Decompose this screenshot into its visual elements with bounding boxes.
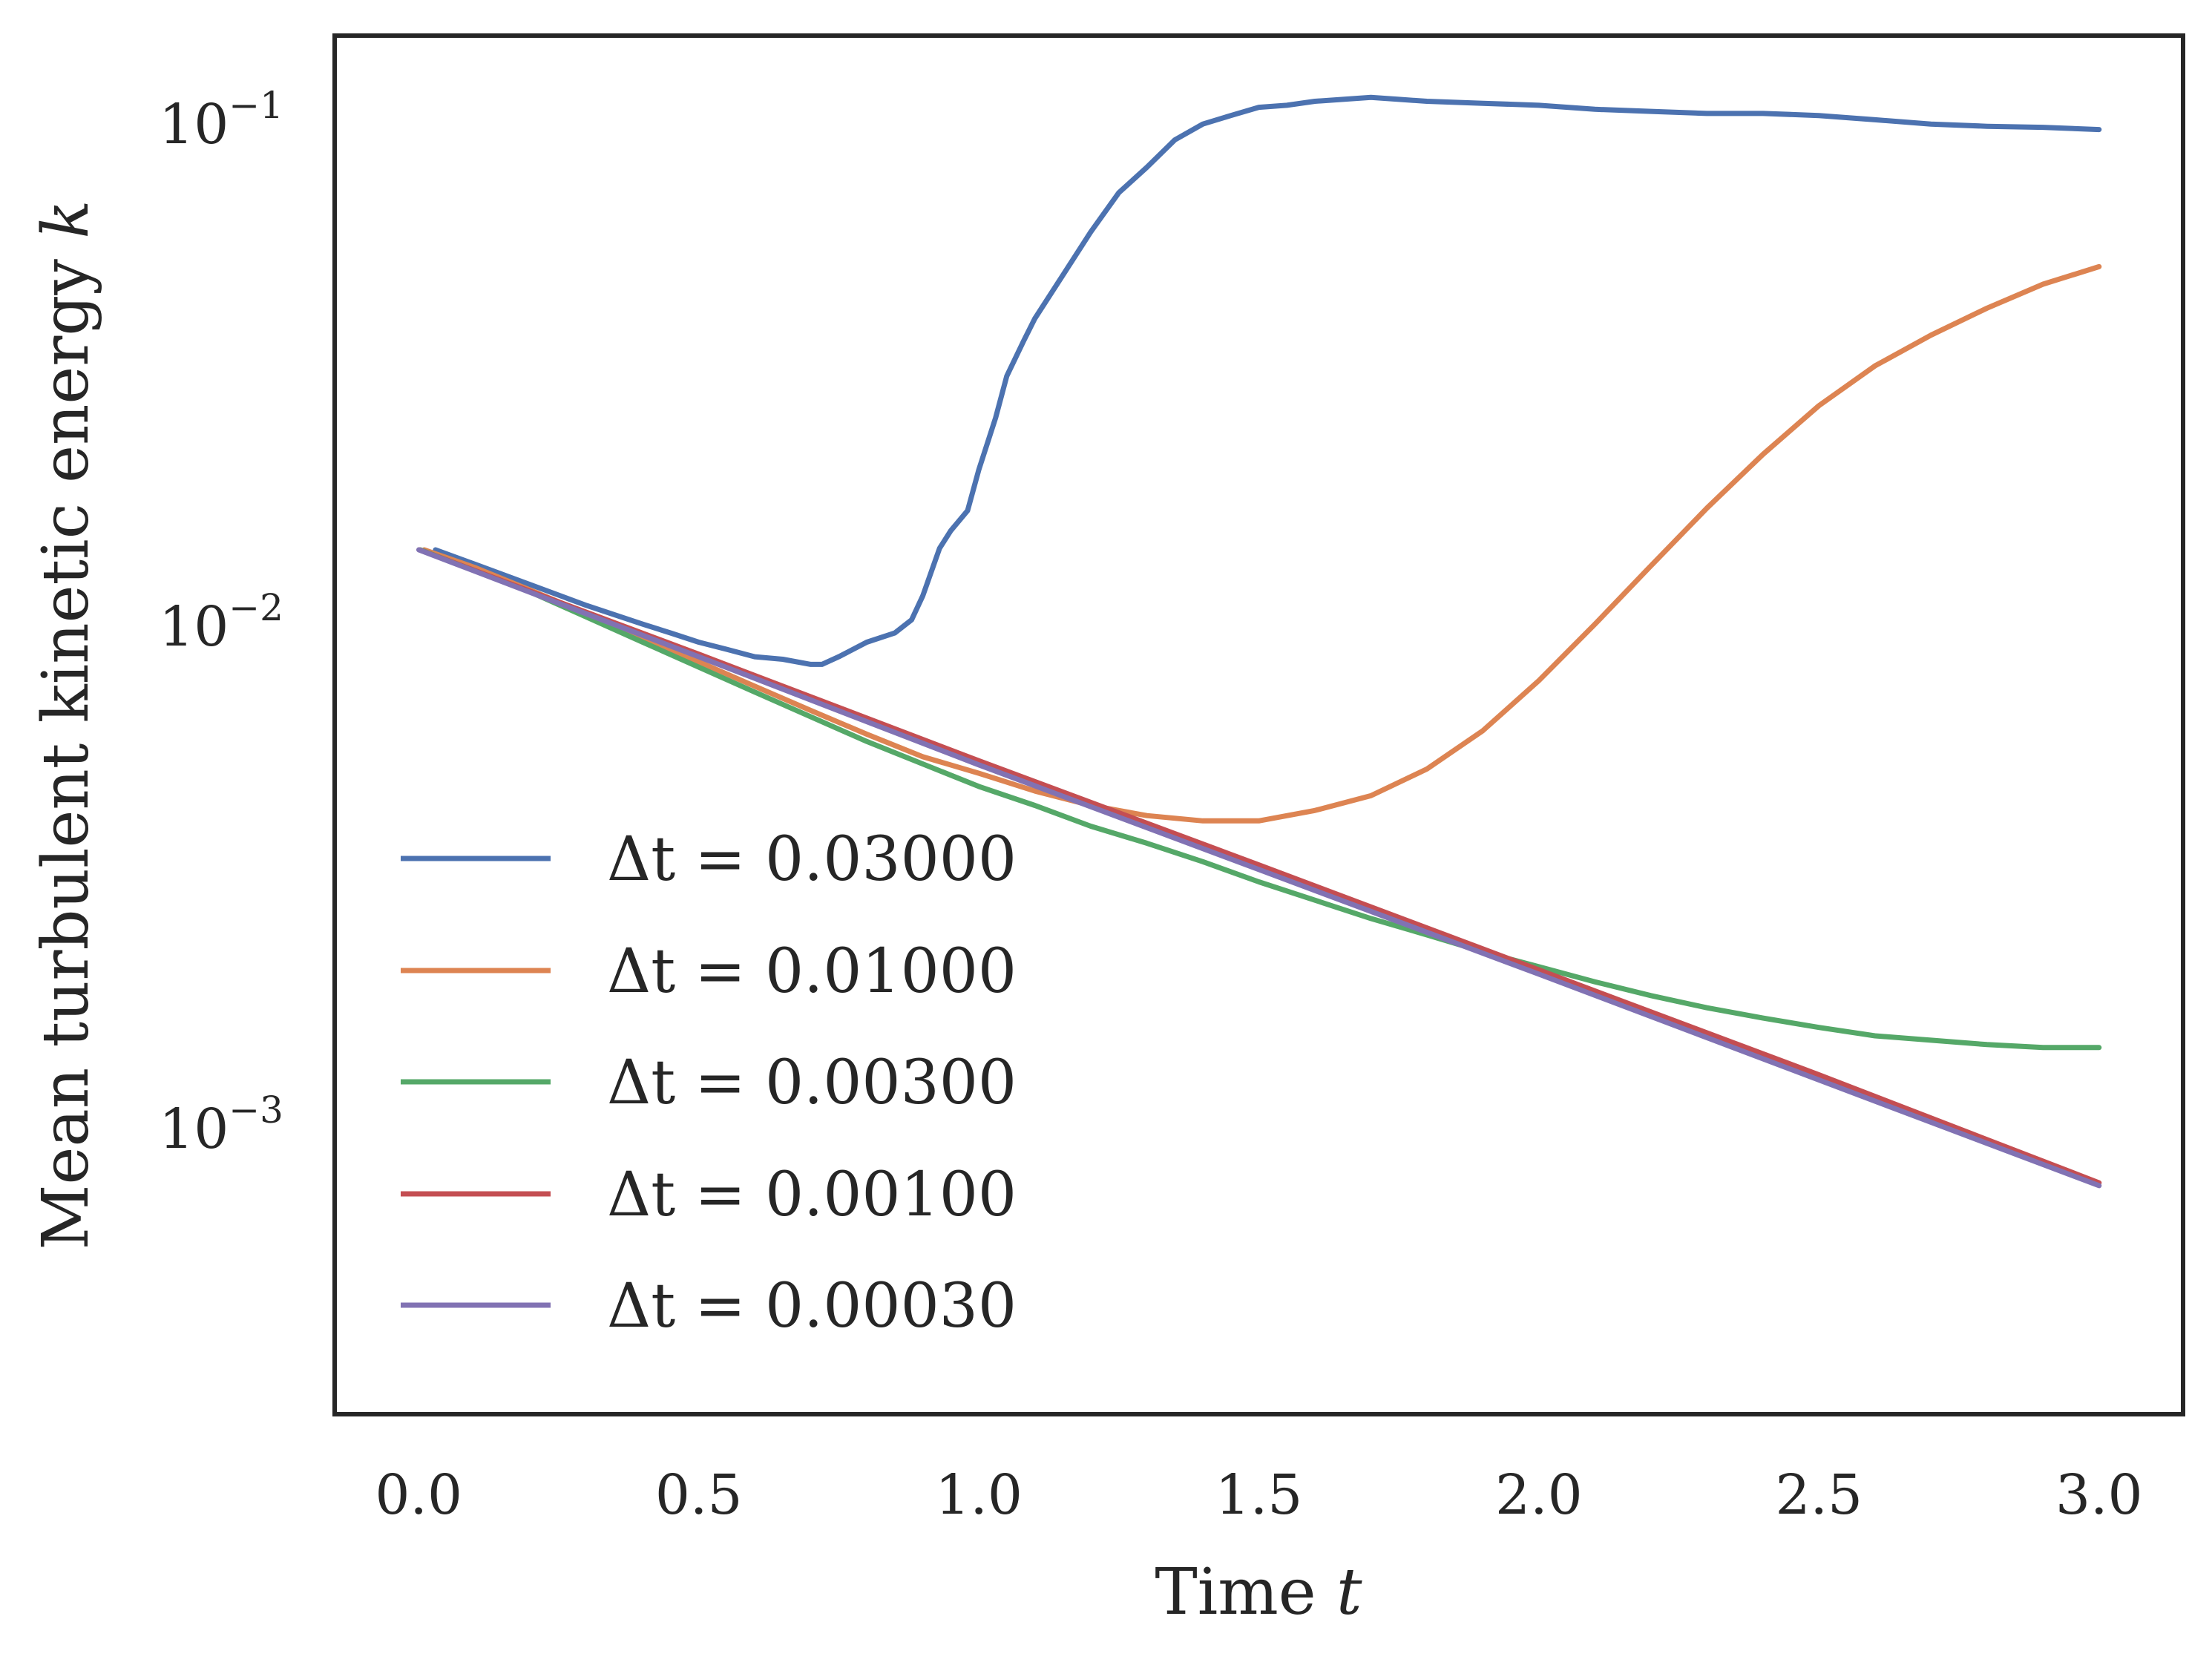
x-tick-label: 1.5 (1215, 1463, 1303, 1527)
x-tick-label: 2.5 (1775, 1463, 1863, 1527)
x-tick-label: 0.5 (655, 1463, 743, 1527)
plot-frame (332, 33, 2185, 1416)
x-tick-label: 1.0 (935, 1463, 1023, 1527)
y-axis-ticks: 10−1 10−2 10−3 (159, 84, 283, 1161)
x-tick-label: 3.0 (2055, 1463, 2143, 1527)
y-tick-label: 10−1 (159, 84, 283, 157)
legend-entry: Δt = 0.03000 (401, 824, 1017, 895)
legend-label: Δt = 0.03000 (607, 824, 1017, 895)
series-line-3 (418, 547, 2102, 1051)
legend-entry: Δt = 0.00030 (401, 1271, 1017, 1342)
y-tick-label: 10−2 (159, 586, 283, 659)
legend-label: Δt = 0.00100 (607, 1160, 1017, 1230)
x-tick-label: 0.0 (375, 1463, 462, 1527)
x-tick-label: 2.0 (1495, 1463, 1583, 1527)
legend: Δt = 0.03000 Δt = 0.01000 Δt = 0.00300 Δ… (401, 824, 1017, 1342)
legend-label: Δt = 0.01000 (607, 936, 1017, 1007)
y-tick-label: 10−3 (159, 1089, 283, 1161)
legend-label: Δt = 0.00030 (607, 1271, 1017, 1342)
x-axis-ticks: 0.0 0.5 1.0 1.5 2.0 2.5 3.0 (375, 1463, 2142, 1527)
series-line-1 (433, 94, 2102, 667)
legend-entry: Δt = 0.01000 (401, 936, 1017, 1007)
series-line-5 (416, 547, 2102, 1189)
legend-entry: Δt = 0.00100 (401, 1160, 1017, 1230)
legend-label: Δt = 0.00300 (607, 1048, 1017, 1118)
y-axis-label: Mean turbulent kinetic energy k (29, 200, 103, 1250)
x-axis-label: Time t (1155, 1555, 1362, 1629)
series-line-2 (421, 263, 2102, 824)
series-group (416, 94, 2102, 1189)
legend-entry: Δt = 0.00300 (401, 1048, 1017, 1118)
